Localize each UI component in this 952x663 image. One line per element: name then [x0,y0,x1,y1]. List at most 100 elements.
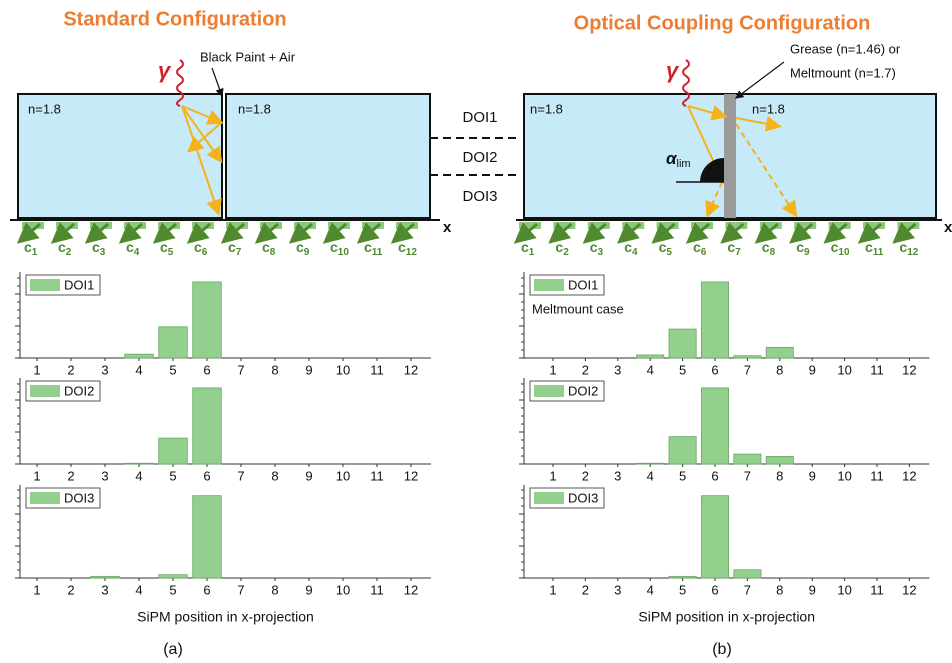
sipm-label: c8 [762,239,776,258]
sipm [691,222,713,229]
sipm [897,222,920,229]
sipm-label: c8 [262,239,276,258]
sipm-symbol: c [398,239,406,255]
x-tick-label: 11 [870,468,884,483]
x-tick-label: 9 [305,582,312,597]
angle-marker [700,158,724,182]
sipm [158,222,180,229]
x-tick-label: 12 [902,468,916,483]
sipm-symbol: c [659,239,667,255]
sipm-symbol: c [521,239,529,255]
sipm-label: c6 [693,239,707,258]
sipm-arrow [789,222,814,244]
x-tick-label: 1 [33,362,40,377]
sipm [622,222,645,229]
x-tick-label: 5 [169,582,176,597]
sipm-label: c1 [24,239,38,258]
x-tick-label: 2 [582,582,589,597]
sipm-arrow [152,222,177,244]
sipm-index: 7 [236,247,242,258]
x-tick-label: 5 [169,468,176,483]
x-tick-label: 10 [336,468,350,483]
doi-label: DOI1 [462,109,497,126]
sipm [656,222,679,229]
index-label: n=1.8 [752,101,785,116]
sipm-arrow [50,222,75,244]
sipm-arrow [823,222,848,244]
sipm-index: 1 [32,247,38,258]
bar [158,326,188,359]
bar [668,328,697,359]
x-tick-label: 6 [711,362,718,377]
x-tick-label: 9 [809,582,816,597]
sipm-index: 3 [100,247,106,258]
sipm-symbol: c [555,239,563,255]
gamma-ray [176,59,184,107]
sipm [90,222,112,229]
sipm-label: c3 [590,239,604,258]
x-tick-label: 11 [370,468,384,483]
x-axis-label: SiPM position in x-projection [638,609,815,625]
x-tick-label: 10 [837,362,851,377]
x-tick-label: 1 [549,362,556,377]
legend-label: DOI3 [568,490,598,505]
annotation: Black Paint + Air [200,49,296,64]
bar [668,575,697,579]
bar [90,575,120,579]
sipm [587,222,610,229]
x-tick-label: 4 [135,362,142,377]
x-tick-label: 4 [647,468,654,483]
x-tick-label: 1 [33,582,40,597]
sipm-symbol: c [262,239,270,255]
x-tick-label: 12 [404,468,418,483]
sipm-index: 8 [270,247,276,258]
ray [687,105,728,121]
x-tick-label: 7 [237,582,244,597]
axis-label: x [944,219,952,236]
x-tick-label: 2 [582,362,589,377]
sipm-index: 11 [873,247,884,258]
sipm-index: 3 [598,247,604,258]
sipm-index: 4 [632,247,638,258]
coupling-layer [724,94,736,218]
sipm-label: c12 [398,239,417,258]
sipm [22,222,44,229]
x-tick-label: 8 [776,362,783,377]
pointer [735,61,785,99]
x-tick-label: 4 [647,582,654,597]
x-tick-label: 2 [67,582,74,597]
sipm [759,222,782,229]
legend-label: DOI2 [64,383,94,398]
sipm-index: 7 [735,247,741,258]
bar [733,355,762,359]
doi-label: DOI3 [462,188,497,205]
bar [158,437,188,465]
x-tick-label: 6 [711,582,718,597]
legend-swatch [534,385,564,397]
sipm-index: 6 [701,247,707,258]
sipm-label: c11 [865,239,884,258]
x-tick-label: 12 [404,582,418,597]
sipm-index: 11 [372,247,383,258]
sipm-label: c2 [58,239,72,258]
x-tick-label: 7 [744,362,751,377]
sipm-index: 6 [202,247,208,258]
x-tick-label: 11 [870,582,884,597]
bar [192,387,222,465]
x-tick-label: 9 [809,468,816,483]
x-tick-label: 7 [237,468,244,483]
sipm-label: c4 [126,239,140,258]
x-tick-label: 6 [203,582,210,597]
x-tick-label: 9 [809,362,816,377]
sipm-arrow [220,222,245,244]
sipm [863,222,885,229]
ray [181,105,224,125]
x-tick-label: 2 [67,468,74,483]
x-tick-label: 12 [902,582,916,597]
sipm [725,222,748,229]
x-tick-label: 11 [370,582,384,597]
sipm-arrow [892,222,917,244]
sipm-label: c5 [659,239,673,258]
sipm-index: 12 [907,247,919,258]
